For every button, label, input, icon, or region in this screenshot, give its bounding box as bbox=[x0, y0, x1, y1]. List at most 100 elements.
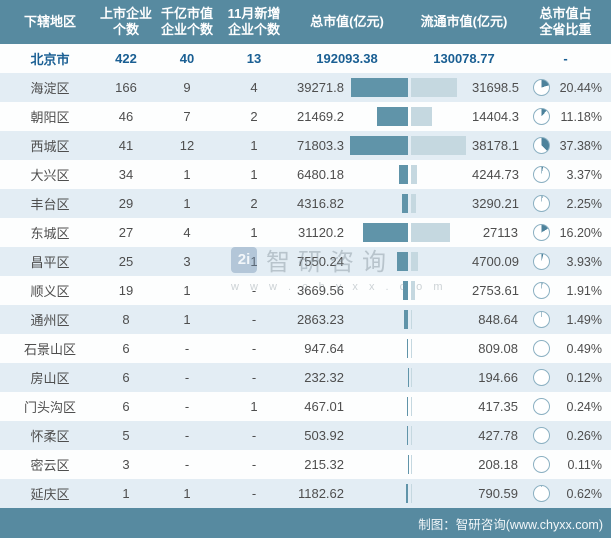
share-percent-text: 0.62% bbox=[566, 486, 602, 501]
share-pie-icon bbox=[533, 485, 550, 502]
hundred-billion-count-cell: - bbox=[184, 457, 190, 472]
circulating-market-value-cell: 38178.1 bbox=[472, 138, 519, 153]
total-market-value-databar bbox=[346, 455, 408, 474]
total-databar-fill bbox=[406, 484, 408, 503]
total-market-value-databar bbox=[346, 368, 408, 387]
table-row-密云区: 密云区 3 - - 215.32 208.18 0.11% bbox=[0, 450, 611, 479]
circulating-databar-fill bbox=[411, 484, 413, 503]
share-pie-icon bbox=[533, 224, 550, 241]
total-market-value-cell: 7550.24 bbox=[297, 254, 344, 269]
new-november-count-cell: - bbox=[251, 312, 257, 327]
total-databar-fill bbox=[403, 310, 408, 329]
listed-count-cell: 34 bbox=[118, 167, 134, 182]
share-percent-text: 20.44% bbox=[559, 80, 602, 95]
header-hundred-billion-count: 千亿市值 企业个数 bbox=[160, 6, 213, 37]
listed-count-cell: 19 bbox=[118, 283, 134, 298]
footer-credit-bar: 制图：智研咨询(www.chyxx.com) bbox=[0, 508, 611, 538]
new-november-count-cell: - bbox=[251, 486, 257, 501]
share-percent-text: 1.49% bbox=[566, 312, 602, 327]
circulating-market-value-databar bbox=[408, 310, 472, 329]
total-market-value-databar bbox=[346, 310, 408, 329]
total-market-value-cell: 39271.8 bbox=[297, 80, 344, 95]
total-databar-fill bbox=[376, 107, 408, 126]
share-percent-text: 1.91% bbox=[566, 283, 602, 298]
circulating-market-value-cell: 809.08 bbox=[478, 341, 518, 356]
share-of-province-cell: 20.44% bbox=[520, 73, 611, 102]
total-market-value-cell: 6480.18 bbox=[297, 167, 344, 182]
table-row-东城区: 东城区 27 4 1 31120.2 27113 16.20% bbox=[0, 218, 611, 247]
total-databar-fill bbox=[351, 78, 408, 97]
region-name-cell: 大兴区 bbox=[30, 168, 70, 183]
circulating-market-value-cell: 208.18 bbox=[478, 457, 518, 472]
total-market-value-databar bbox=[346, 223, 408, 242]
share-percent-text: 37.38% bbox=[559, 138, 602, 153]
total-market-value-cell: 947.64 bbox=[304, 341, 344, 356]
new-november-count-cell: 1 bbox=[250, 138, 258, 153]
circulating-market-value-databar bbox=[408, 136, 472, 155]
header-region: 下辖地区 bbox=[23, 14, 76, 30]
share-of-province-cell: 2.25% bbox=[520, 189, 611, 218]
table-row-北京市: 北京市 422 40 13 192093.38 130078.77 - bbox=[0, 44, 611, 73]
share-pie-icon bbox=[533, 311, 550, 328]
circulating-databar-fill bbox=[411, 397, 412, 416]
total-databar-fill bbox=[398, 165, 408, 184]
total-databar-fill bbox=[406, 339, 408, 358]
total-market-value-cell: 232.32 bbox=[304, 370, 344, 385]
hundred-billion-count-cell: - bbox=[184, 341, 190, 356]
circulating-market-value-cell: 3290.21 bbox=[472, 196, 519, 211]
table-row-海淀区: 海淀区 166 9 4 39271.8 31698.5 20.44% bbox=[0, 73, 611, 102]
circulating-market-value-cell: 848.64 bbox=[478, 312, 518, 327]
table-row-通州区: 通州区 8 1 - 2863.23 848.64 1.49% bbox=[0, 305, 611, 334]
total-databar-fill bbox=[407, 397, 408, 416]
share-percent-text: 2.25% bbox=[566, 196, 602, 211]
circulating-market-value-cell: 31698.5 bbox=[472, 80, 519, 95]
share-percent-text: 3.93% bbox=[566, 254, 602, 269]
listed-count-cell: 6 bbox=[122, 370, 130, 385]
listed-count-cell: 8 bbox=[122, 312, 130, 327]
listed-count-cell: 29 bbox=[118, 196, 134, 211]
new-november-count-cell: 1 bbox=[250, 399, 258, 414]
new-november-count-cell: 4 bbox=[250, 80, 258, 95]
listed-count-cell: 46 bbox=[118, 109, 134, 124]
circulating-market-value-cell: 27113 bbox=[482, 225, 518, 240]
share-of-province-cell: 0.12% bbox=[520, 363, 611, 392]
circulating-databar-fill bbox=[411, 281, 415, 300]
listed-count-cell: 422 bbox=[115, 51, 137, 66]
hundred-billion-count-cell: 1 bbox=[183, 167, 191, 182]
total-databar-fill bbox=[407, 426, 408, 445]
total-market-value-databar bbox=[346, 339, 408, 358]
new-november-count-cell: - bbox=[251, 341, 257, 356]
circulating-databar-fill bbox=[411, 426, 412, 445]
total-market-value-cell: 2863.23 bbox=[297, 312, 344, 327]
region-name-cell: 东城区 bbox=[30, 226, 70, 241]
hundred-billion-count-cell: - bbox=[184, 370, 190, 385]
region-name-cell: 昌平区 bbox=[30, 255, 70, 270]
share-of-province-cell: 11.18% bbox=[520, 102, 611, 131]
total-market-value-databar bbox=[346, 165, 408, 184]
share-percent-text: 0.49% bbox=[566, 341, 602, 356]
share-pie-icon bbox=[533, 398, 550, 415]
hundred-billion-count-cell: 1 bbox=[183, 283, 191, 298]
share-of-province-cell: 1.91% bbox=[520, 276, 611, 305]
share-pie-icon bbox=[533, 79, 550, 96]
circulating-market-value-databar bbox=[408, 368, 472, 387]
circulating-market-value-databar bbox=[408, 397, 472, 416]
share-percent-text: 16.20% bbox=[559, 225, 602, 240]
new-november-count-cell: 1 bbox=[250, 167, 258, 182]
circulating-market-value-databar bbox=[408, 78, 472, 97]
share-pie-icon bbox=[533, 108, 550, 125]
share-pie-icon bbox=[533, 456, 550, 473]
header-total-market-value: 总市值(亿元) bbox=[310, 14, 384, 30]
total-market-value-databar bbox=[346, 136, 408, 155]
listed-count-cell: 41 bbox=[118, 138, 134, 153]
table-body: 北京市 422 40 13 192093.38 130078.77- 海淀区 166 9 4 392… bbox=[0, 44, 611, 508]
table-row-房山区: 房山区 6 - - 232.32 194.66 0.12% bbox=[0, 363, 611, 392]
header-circulating-market-value: 流通市值(亿元) bbox=[420, 14, 508, 30]
share-pie-icon bbox=[533, 195, 550, 212]
region-name-cell: 顺义区 bbox=[30, 284, 70, 299]
circulating-market-value-databar bbox=[408, 223, 472, 242]
listed-count-cell: 27 bbox=[118, 225, 134, 240]
table-row-昌平区: 昌平区 25 3 1 7550.24 4700.09 3.93% bbox=[0, 247, 611, 276]
share-pie-icon bbox=[533, 369, 550, 386]
